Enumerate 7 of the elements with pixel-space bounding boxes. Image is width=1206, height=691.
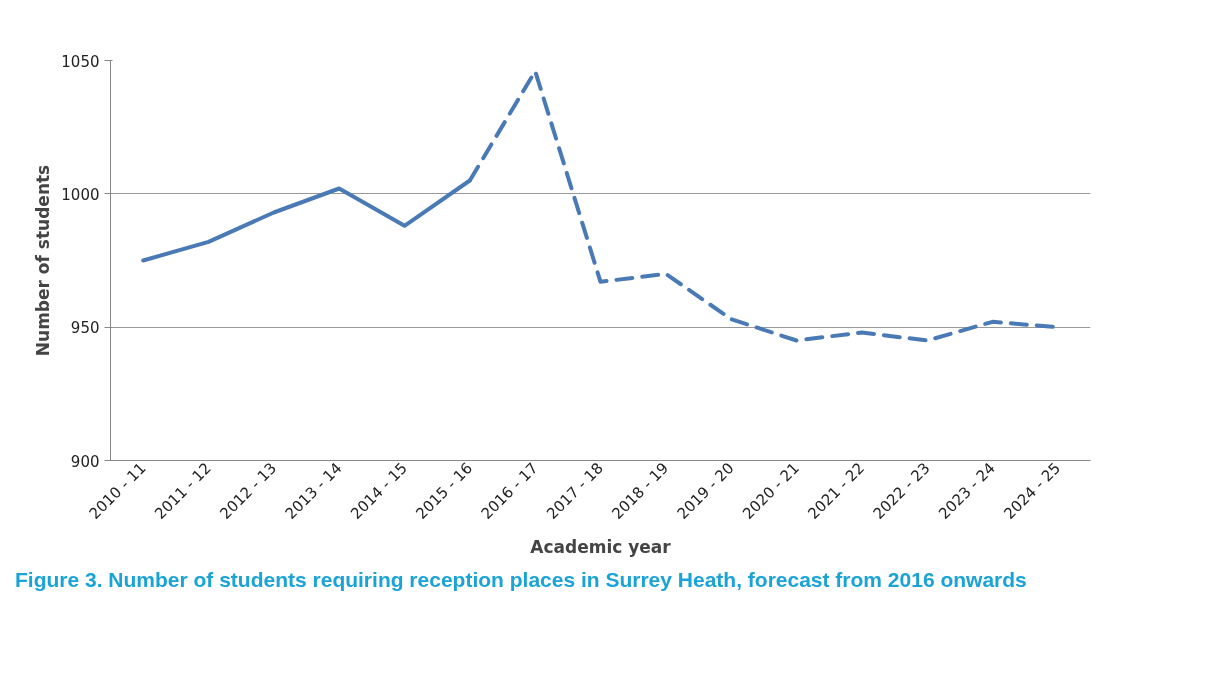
x-axis-title: Academic year <box>530 537 672 558</box>
caption: Figure 3. Number of students requiring reception places in Surrey Heath, forecast from 2016 onwards <box>15 567 1027 593</box>
y-tick-label: 900 <box>70 452 100 471</box>
y-axis-title: Number of students <box>33 164 54 357</box>
y-tick-label: 1000 <box>61 185 100 204</box>
y-tick-label: 950 <box>70 319 100 338</box>
y-tick-label: 1050 <box>61 52 100 71</box>
